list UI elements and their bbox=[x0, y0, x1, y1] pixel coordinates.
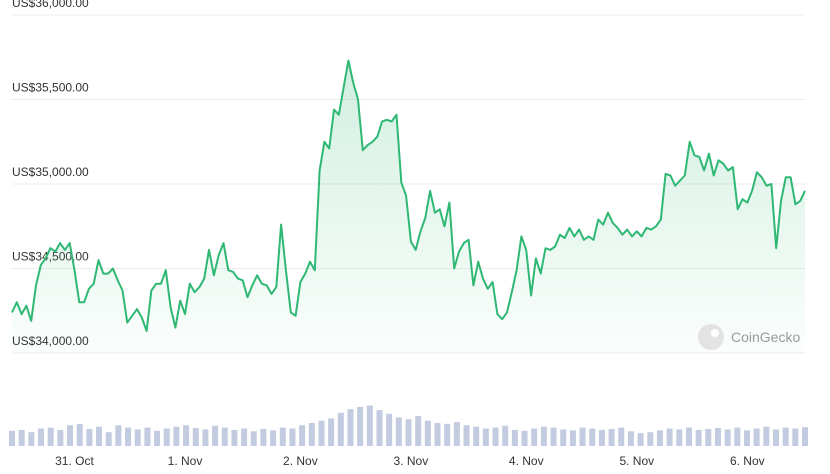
volume-bar bbox=[676, 429, 683, 446]
volume-bar bbox=[405, 419, 412, 446]
volume-bar bbox=[86, 428, 93, 446]
volume-bar bbox=[482, 428, 489, 446]
volume-bar bbox=[38, 428, 45, 446]
volume-bar bbox=[579, 427, 586, 446]
volume-bar bbox=[386, 413, 393, 446]
volume-bar bbox=[260, 428, 267, 446]
volume-bar bbox=[415, 416, 422, 446]
volume-bar bbox=[569, 430, 576, 446]
volume-bar bbox=[57, 429, 64, 446]
volume-bar bbox=[695, 429, 702, 446]
volume-bar bbox=[608, 428, 615, 446]
volume-bar bbox=[492, 427, 499, 446]
volume-bar bbox=[463, 425, 470, 446]
volume-bar bbox=[734, 427, 741, 446]
volume-bar bbox=[347, 409, 354, 446]
volume-bar bbox=[163, 428, 170, 446]
volume-bar bbox=[270, 430, 277, 446]
volume-bar bbox=[656, 430, 663, 446]
volume-bar bbox=[115, 425, 122, 446]
watermark-text: CoinGecko bbox=[731, 329, 800, 345]
volume-bar bbox=[540, 426, 547, 446]
volume-bar bbox=[154, 430, 161, 446]
price-line bbox=[11, 59, 806, 332]
volume-bar bbox=[395, 417, 402, 446]
x-tick-label: 6. Nov bbox=[730, 454, 765, 468]
volume-bar bbox=[618, 427, 625, 446]
y-tick-label: US$36,000.00 bbox=[12, 0, 89, 10]
volume-bar bbox=[125, 427, 132, 446]
volume-bar bbox=[434, 423, 441, 446]
volume-bar bbox=[598, 429, 605, 446]
volume-bar bbox=[531, 428, 538, 446]
volume-bar bbox=[424, 420, 431, 446]
volume-bar bbox=[202, 429, 209, 446]
volume-bar bbox=[328, 418, 335, 446]
volume-bar bbox=[666, 428, 673, 446]
volume-bar bbox=[337, 412, 344, 446]
volume-bar bbox=[289, 428, 296, 446]
x-tick-label: 2. Nov bbox=[283, 454, 318, 468]
volume-bar bbox=[105, 432, 112, 446]
volume-bar bbox=[637, 433, 644, 446]
x-tick-label: 4. Nov bbox=[509, 454, 544, 468]
volume-bar bbox=[685, 427, 692, 446]
volume-bar bbox=[521, 430, 528, 446]
volume-bar bbox=[241, 428, 248, 446]
volume-bar bbox=[589, 428, 596, 446]
x-tick-label: 3. Nov bbox=[394, 454, 429, 468]
y-tick-label: US$35,500.00 bbox=[12, 81, 89, 95]
volume-bar bbox=[28, 432, 35, 446]
volume-bar bbox=[792, 428, 799, 446]
volume-bar bbox=[76, 423, 83, 446]
volume-bar bbox=[231, 429, 238, 446]
volume-bar bbox=[502, 425, 509, 446]
volume-bar bbox=[279, 427, 286, 446]
volume-bar bbox=[221, 427, 228, 446]
volume-bar bbox=[743, 430, 750, 446]
volume-bar bbox=[18, 429, 25, 446]
volume-bar bbox=[753, 428, 760, 446]
volume-bar bbox=[705, 428, 712, 446]
volume-bar bbox=[714, 428, 721, 446]
volume-bar bbox=[724, 429, 731, 446]
volume-bar bbox=[511, 429, 518, 446]
volume-bar bbox=[366, 405, 373, 446]
volume-bar bbox=[772, 429, 779, 446]
volume-bar bbox=[782, 427, 789, 446]
x-tick-label: 5. Nov bbox=[619, 454, 654, 468]
volume-bar bbox=[299, 425, 306, 446]
volume-bar bbox=[183, 425, 190, 446]
volume-bar bbox=[318, 420, 325, 446]
volume-bar bbox=[47, 427, 54, 446]
volume-bar bbox=[173, 426, 180, 446]
volume-bar bbox=[560, 429, 567, 446]
volume-bar bbox=[444, 423, 451, 446]
area bbox=[12, 60, 805, 353]
volume-bar bbox=[763, 426, 770, 446]
volume-bar bbox=[250, 431, 257, 446]
volume-bar bbox=[473, 426, 480, 446]
volume-bar bbox=[192, 428, 199, 446]
volume-bar bbox=[308, 423, 315, 446]
x-tick-label: 1. Nov bbox=[168, 454, 203, 468]
volume-bar bbox=[376, 410, 383, 446]
volume-bar bbox=[67, 425, 74, 446]
volume-bar bbox=[802, 427, 808, 446]
volume-bar bbox=[144, 427, 151, 446]
volume-bar bbox=[627, 431, 634, 446]
y-tick-label: US$35,000.00 bbox=[12, 165, 89, 179]
volume-bar bbox=[550, 427, 557, 446]
volume-bar bbox=[453, 422, 460, 446]
volume-bar bbox=[134, 429, 141, 446]
volume-bar bbox=[96, 426, 103, 446]
watermark: CoinGecko bbox=[698, 324, 800, 350]
volume-bar bbox=[357, 406, 364, 446]
volume-bar bbox=[647, 432, 654, 446]
x-tick-label: 31. Oct bbox=[55, 454, 94, 468]
volume-bar bbox=[212, 425, 219, 446]
volume-bar bbox=[9, 430, 15, 446]
